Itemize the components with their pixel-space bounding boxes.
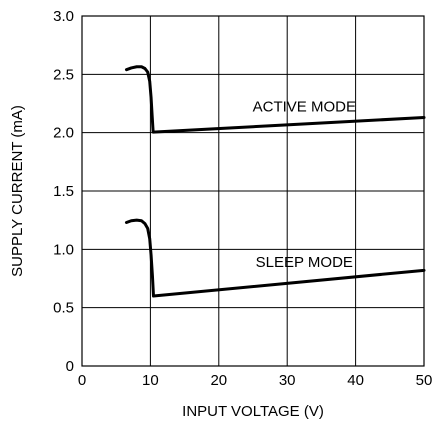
y-tick-label: 0 [66,358,74,375]
x-tick-label: 0 [78,372,86,389]
x-tick-label: 10 [142,372,159,389]
y-axis-title: SUPPLY CURRENT (mA) [9,105,26,277]
x-tick-label: 40 [347,372,364,389]
plot-frame [81,15,425,367]
series-labels: ACTIVE MODE SLEEP MODE [253,99,356,271]
x-tick-label: 30 [279,372,296,389]
y-tick-label: 1.0 [53,241,74,258]
x-axis-title: INPUT VOLTAGE (V) [182,403,324,420]
x-tick-label: 20 [210,372,227,389]
series-label: SLEEP MODE [256,254,353,271]
x-tick-label: 50 [416,372,433,389]
y-tick-label: 2.0 [53,125,74,142]
grid-lines [82,16,424,366]
series-layer [124,65,426,298]
series-label: ACTIVE MODE [253,99,356,116]
y-tick-label: 2.5 [53,66,74,83]
series-line-sleep-mode [124,218,426,298]
y-tick-label: 3.0 [53,8,74,25]
y-tick-label: 1.5 [53,183,74,200]
tick-labels: 0 10 20 30 40 50 0 0.5 1.0 1.5 2.0 2.5 3.0 [53,8,432,389]
series-line-active-mode [124,65,426,134]
y-tick-label: 0.5 [53,300,74,317]
